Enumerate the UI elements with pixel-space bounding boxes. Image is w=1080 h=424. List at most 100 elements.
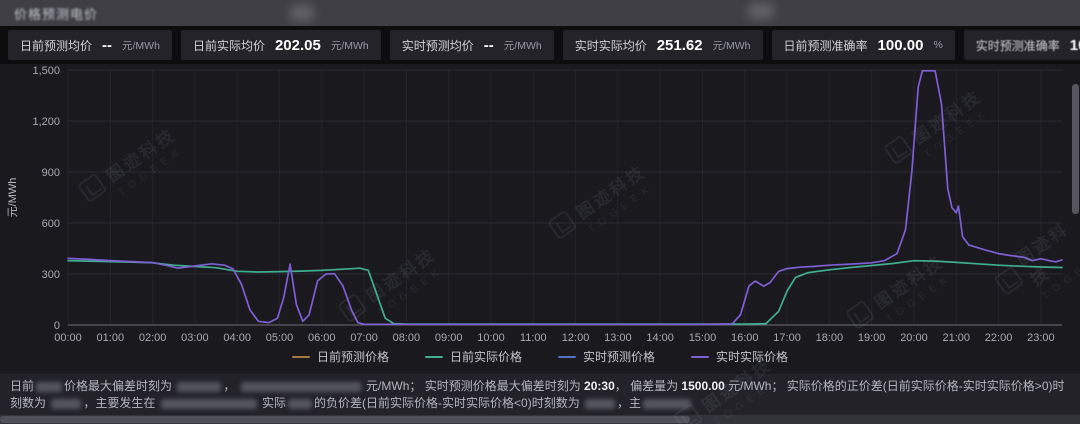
x-axis-tick-label: 19:00 [858,332,886,344]
horizontal-scrollbar-thumb[interactable] [0,416,690,423]
redacted-text [160,398,257,409]
footer-text: ， [223,379,239,393]
footer-text: ， 偏差量为 [614,379,682,393]
redaction-smudge [290,5,314,21]
stat-card-da-accuracy: 日前预测准确率 100.00 % [771,30,955,60]
x-axis-tick-label: 15:00 [689,332,717,344]
y-axis-tick-label: 0 [54,320,60,332]
footer-text: 的负价差(日前实际价格-实时实际价格<0)时刻数为 [314,396,584,410]
footer-value: 20:30 [584,379,615,393]
x-axis-tick-label: 00:00 [54,332,82,344]
stat-unit: 元/MWh [330,39,369,52]
stat-unit: % [933,39,943,51]
legend-swatch [558,355,576,358]
y-axis-title: 元/MWh [7,178,19,218]
redaction-smudge [748,3,774,19]
y-axis-tick-label: 1,200 [32,116,60,128]
x-axis-tick-label: 22:00 [985,332,1013,344]
vertical-scrollbar-thumb[interactable] [1072,84,1079,214]
redacted-text [240,381,361,392]
stat-unit: 元/MWh [712,39,751,52]
stat-value: 100.00 [1069,36,1080,54]
x-axis-tick-label: 07:00 [350,332,378,344]
x-axis-tick-label: 10:00 [477,332,505,344]
stat-label: 实时预测均价 [401,38,474,53]
stat-label: 日前实际均价 [192,38,265,53]
footer-value: 1500.00 [681,379,725,393]
stat-label: 日前预测准确率 [783,38,868,53]
stat-card-rt-forecast-avg: 实时预测均价 -- 元/MWh [389,30,554,60]
title-bar: 价格预测电价 [0,0,1080,26]
chart-legend: 日前预测价格 日前实际价格 实时预测价格 实时实际价格 [0,348,1080,365]
chart-panel: 0 300 600 900 1,200 1,500 元/MWh 00:00 01:00 02:00… [0,64,1080,374]
stat-label: 实时实际均价 [574,38,647,53]
x-axis-tick-label: 01:00 [97,332,125,344]
redacted-text [51,398,82,409]
x-axis-tick-label: 06:00 [308,332,336,344]
redacted-text [177,381,222,392]
stat-value: -- [102,36,113,54]
stat-card-rt-actual-avg: 实时实际均价 251.62 元/MWh [562,30,763,60]
page-title: 价格预测电价 [14,6,99,22]
legend-item-da-actual[interactable]: 日前实际价格 [424,348,522,365]
y-axis-tick-label: 900 [42,167,60,179]
legend-label: 实时预测价格 [583,350,656,364]
x-axis-tick-label: 17:00 [773,332,801,344]
series-line-日前实际价格 [67,259,1063,325]
footer-text: 元/MWh； 实际价格的正价差(日前实际价格-实时实际价格>0)时刻数为 [10,379,1065,410]
stat-value: 251.62 [656,36,703,54]
legend-item-da-forecast[interactable]: 日前预测价格 [291,348,389,365]
x-axis-tick-label: 02:00 [139,332,167,344]
legend-label: 日前预测价格 [316,350,389,364]
redacted-text [36,381,63,392]
redacted-text [643,398,692,409]
footer-text: 日前 [10,379,35,393]
legend-label: 日前实际价格 [449,350,522,364]
x-axis-tick-label: 18:00 [816,332,844,344]
stat-value: 202.05 [274,36,321,54]
x-axis-tick-label: 04:00 [223,332,251,344]
y-axis-tick-label: 600 [42,218,60,230]
stat-card-rt-accuracy: 实时预测准确率 100.00 % [963,30,1080,60]
x-axis-tick-label: 03:00 [181,332,209,344]
stat-value: 100.00 [877,36,924,54]
price-line-chart[interactable]: 0 300 600 900 1,200 1,500 元/MWh 00:00 01:00 02:00… [0,64,1080,374]
x-axis-tick-label: 08:00 [393,332,421,344]
x-axis-tick-label: 11:00 [520,332,547,344]
x-axis-tick-label: 05:00 [266,332,294,344]
x-axis-tick-label: 21:00 [942,332,970,344]
legend-swatch [691,355,710,358]
legend-swatch [291,355,310,358]
legend-item-rt-actual[interactable]: 实时实际价格 [691,348,788,365]
redacted-text [288,398,313,409]
stat-label: 实时预测准确率 [975,38,1060,53]
legend-label: 实时实际价格 [716,350,789,364]
footer-text: 价格最大偏差时刻为 [64,379,176,393]
legend-item-rt-forecast[interactable]: 实时预测价格 [558,348,655,365]
footer-text: 实际 [258,396,287,410]
stat-label: 日前预测均价 [20,38,93,53]
x-axis-tick-label: 23:00 [1027,332,1055,344]
stats-bar: 日前预测均价 -- 元/MWh 日前实际均价 202.05 元/MWh 实时预测… [0,26,1080,64]
series-line-实时实际价格 [67,69,1063,326]
footer-text: 元/MWh； 实时预测价格最大偏差时刻为 [362,379,585,393]
stat-unit: 元/MWh [503,39,542,52]
stat-card-da-forecast-avg: 日前预测均价 -- 元/MWh [8,30,172,60]
redacted-text [585,398,616,409]
legend-swatch [424,355,443,358]
y-axis-tick-label: 1,500 [32,65,60,77]
stat-unit: 元/MWh [122,39,160,52]
footer-text: ，主要发生在 [83,396,159,410]
stat-card-da-actual-avg: 日前实际均价 202.05 元/MWh [180,30,381,60]
x-axis-tick-label: 13:00 [604,332,632,344]
stat-value: -- [483,36,494,54]
x-axis-tick-label: 14:00 [646,332,674,344]
horizontal-scrollbar[interactable] [0,415,1080,424]
y-axis-tick-label: 300 [42,269,60,281]
footer-text: ，主 [617,396,642,410]
x-axis-tick-label: 09:00 [435,332,463,344]
x-axis-tick-label: 20:00 [900,332,928,344]
x-axis-tick-label: 16:00 [731,332,759,344]
footer-note: 日前 价格最大偏差时刻为 ， 元/MWh； 实时预测价格最大偏差时刻为 20:30… [0,374,1080,415]
x-axis-tick-label: 12:00 [562,332,590,344]
